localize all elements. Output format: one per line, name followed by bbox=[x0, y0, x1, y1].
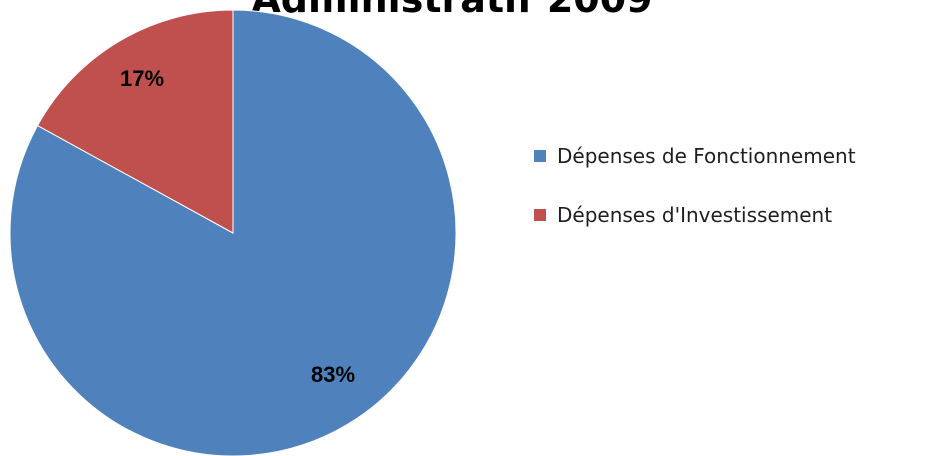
legend-label-fonctionnement: Dépenses de Fonctionnement bbox=[557, 144, 856, 168]
pie-slice-investissement bbox=[36, 9, 234, 234]
pie-slice-fonctionnement bbox=[9, 9, 457, 456]
legend-item-investissement: Dépenses d'Investissement bbox=[534, 197, 939, 233]
legend-swatch-investissement bbox=[534, 209, 546, 221]
chart-title: Administratif 2009 bbox=[0, 0, 944, 24]
pie-label-fonctionnement: 83% bbox=[311, 362, 355, 387]
legend-item-fonctionnement: Dépenses de Fonctionnement bbox=[534, 138, 939, 174]
chart-title-text: Administratif 2009 bbox=[251, 0, 652, 24]
pie-label-investissement: 17% bbox=[120, 66, 164, 91]
legend-label-investissement: Dépenses d'Investissement bbox=[557, 203, 833, 227]
legend-swatch-fonctionnement bbox=[534, 150, 546, 162]
chart-legend: Dépenses de Fonctionnement Dépenses d'In… bbox=[534, 138, 939, 256]
